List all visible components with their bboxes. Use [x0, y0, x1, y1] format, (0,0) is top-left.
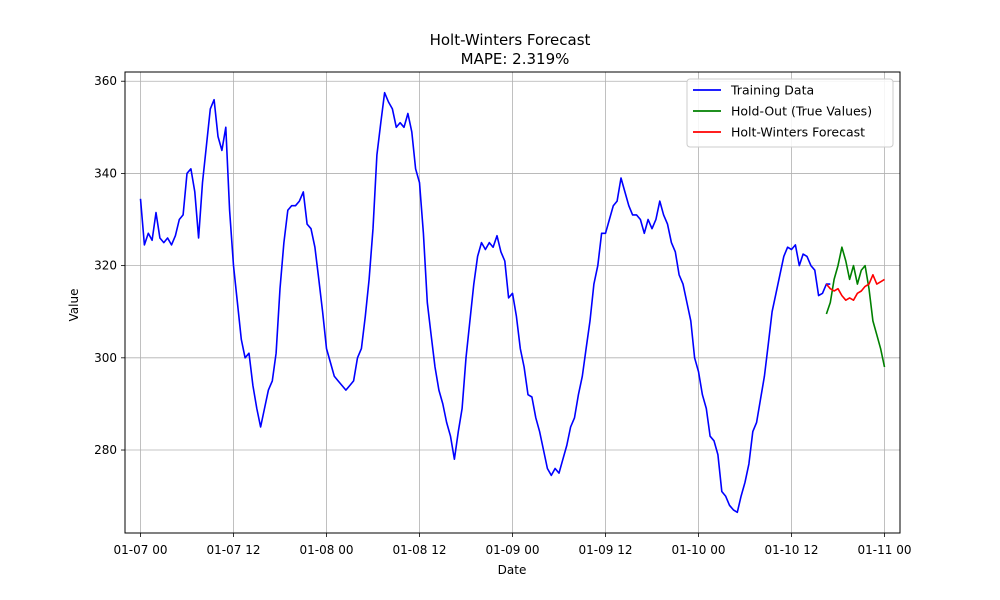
x-tick-label: 01-08 00 [300, 543, 354, 557]
x-tick-label: 01-07 12 [207, 543, 261, 557]
x-tick-label: 01-10 12 [765, 543, 819, 557]
series-line-training-data [139, 91, 831, 514]
series-line-hold-out-true-values [825, 246, 886, 368]
legend-box [686, 78, 894, 148]
x-axis-label: Date [498, 563, 527, 577]
axis-ticks: 01-07 00 01-07 12 01-08 00 01-08 12 01-09 00… [94, 74, 911, 557]
y-tick-label: 360 [94, 74, 117, 88]
x-tick-label: 01-09 12 [579, 543, 633, 557]
chart-title: Holt-Winters Forecast [430, 31, 591, 49]
y-tick-label: 320 [94, 259, 117, 273]
legend-label-holt-winters-forecast: Holt-Winters Forecast [731, 125, 865, 140]
legend-label-hold-out-true-values: Hold-Out (True Values) [731, 104, 872, 119]
y-tick-label: 300 [94, 351, 117, 365]
y-tick-label: 280 [94, 443, 117, 457]
legend-label-training-data: Training Data [730, 83, 814, 98]
x-tick-label: 01-08 12 [393, 543, 447, 557]
x-tick-label: 01-10 00 [672, 543, 726, 557]
y-tick-label: 340 [94, 166, 117, 180]
x-tick-label: 01-11 00 [858, 543, 912, 557]
series-lines [139, 91, 886, 514]
y-axis-label: Value [67, 289, 81, 322]
series-line-holt-winters-forecast [825, 274, 885, 301]
x-tick-label: 01-07 00 [114, 543, 168, 557]
chart-subtitle: MAPE: 2.319% [461, 50, 570, 68]
legend: Training Data Hold-Out (True Values) Holt-… [686, 78, 894, 148]
x-tick-label: 01-09 00 [486, 543, 540, 557]
